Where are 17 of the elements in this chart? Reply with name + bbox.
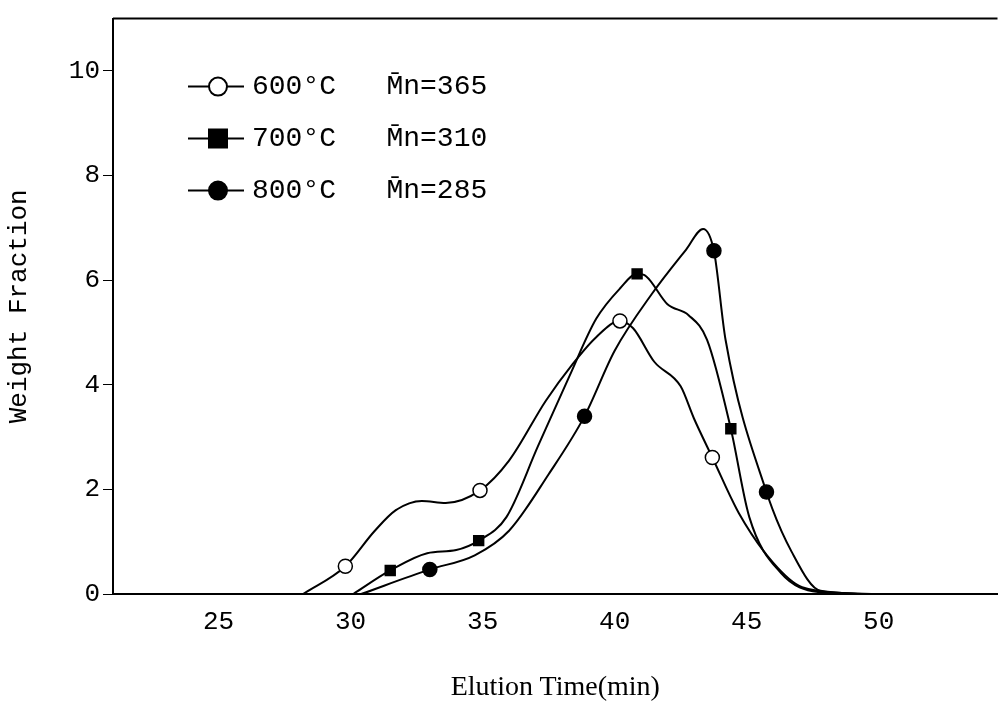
legend-label: 700°C M̄n=310	[252, 123, 488, 155]
x-tick-label: 25	[203, 607, 235, 638]
y-tick-label: 0	[84, 578, 100, 609]
y-tick-label: 4	[84, 369, 100, 400]
y-tick-label: 10	[68, 55, 100, 86]
y-tick-label: 8	[84, 160, 100, 191]
x-tick-label: 50	[863, 607, 895, 638]
y-axis-title: Weight Fraction	[4, 189, 35, 424]
x-tick-label: 30	[335, 607, 367, 638]
x-tick-label: 40	[599, 607, 631, 638]
y-tick-label: 2	[84, 474, 100, 505]
x-axis-title: Elution Time(min)	[450, 669, 660, 701]
legend-label: 800°C M̄n=285	[252, 175, 488, 207]
y-tick-label: 6	[84, 265, 100, 296]
x-tick-label: 45	[731, 607, 763, 638]
legend-label: 600°C M̄n=365	[252, 71, 488, 103]
x-tick-label: 35	[467, 607, 499, 638]
